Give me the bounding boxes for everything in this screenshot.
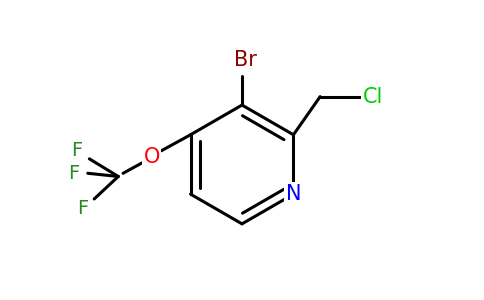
Text: Br: Br <box>234 50 257 70</box>
Text: N: N <box>286 184 301 204</box>
Text: F: F <box>77 199 89 218</box>
Text: F: F <box>71 141 82 160</box>
Text: Cl: Cl <box>363 87 383 106</box>
Text: O: O <box>143 147 160 167</box>
Text: F: F <box>68 164 79 183</box>
